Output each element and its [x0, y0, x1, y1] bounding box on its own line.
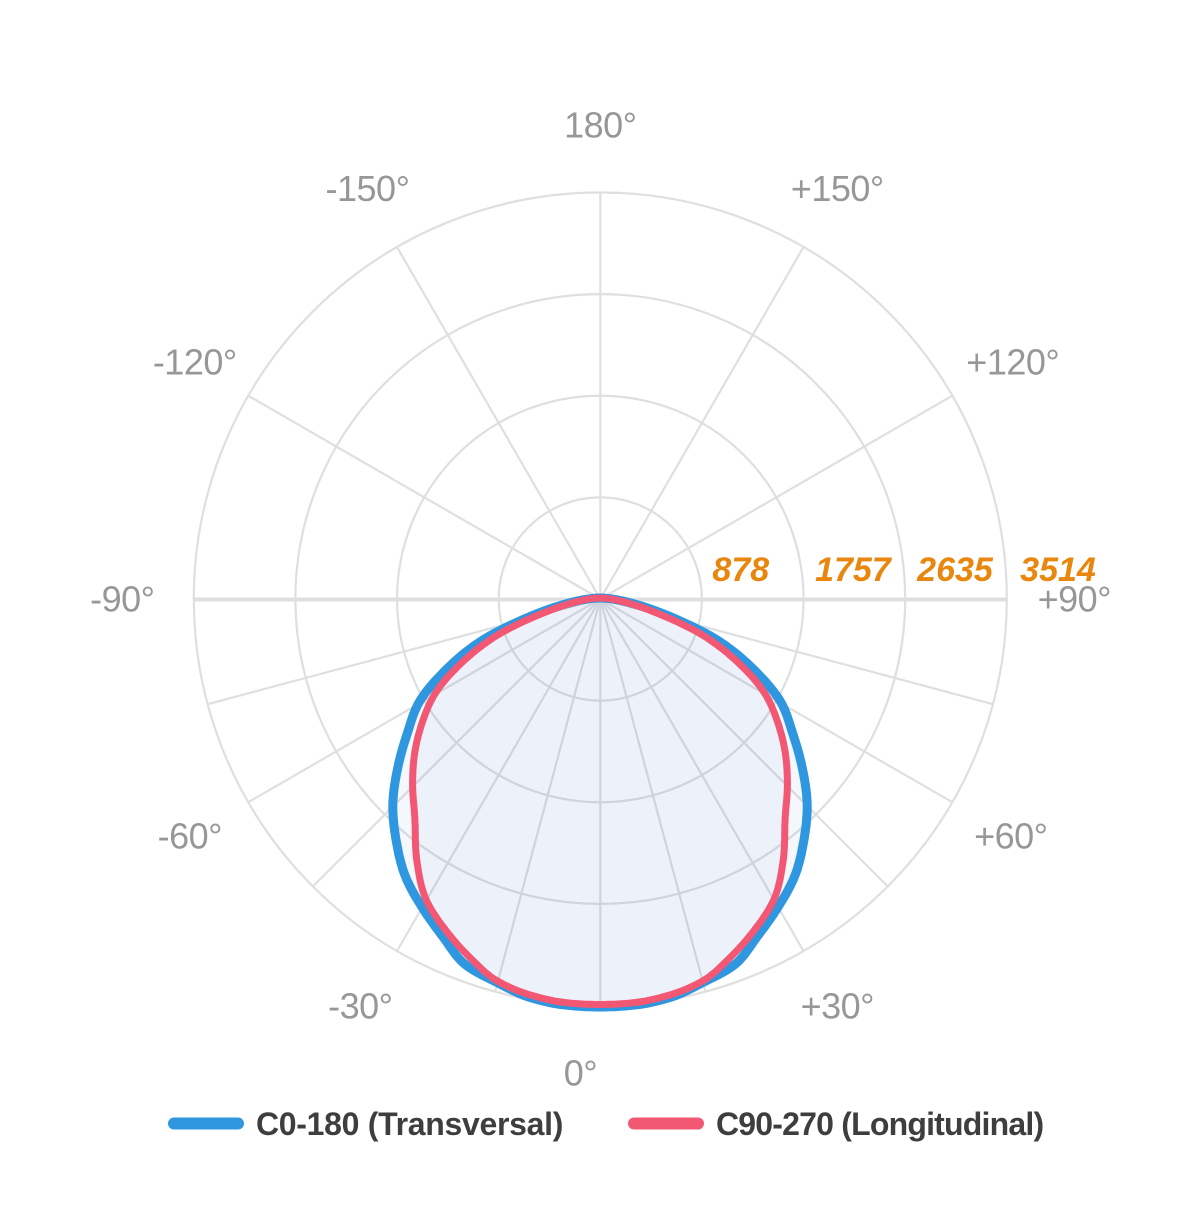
- svg-text:-30°: -30°: [328, 986, 392, 1027]
- svg-text:+150°: +150°: [791, 168, 884, 209]
- svg-text:0°: 0°: [564, 1053, 597, 1094]
- svg-text:-120°: -120°: [153, 342, 237, 383]
- svg-text:+120°: +120°: [966, 342, 1059, 383]
- svg-text:+30°: +30°: [801, 986, 874, 1027]
- svg-text:+60°: +60°: [974, 816, 1047, 857]
- svg-text:878: 878: [712, 551, 769, 589]
- svg-text:C0-180 (Transversal): C0-180 (Transversal): [256, 1106, 563, 1142]
- svg-text:-60°: -60°: [158, 816, 222, 857]
- svg-text:2635: 2635: [916, 551, 994, 589]
- svg-text:C90-270 (Longitudinal): C90-270 (Longitudinal): [716, 1106, 1043, 1142]
- svg-text:-90°: -90°: [90, 579, 154, 620]
- svg-text:+90°: +90°: [1038, 579, 1111, 620]
- svg-text:1757: 1757: [815, 551, 893, 589]
- svg-text:3514: 3514: [1020, 551, 1096, 589]
- svg-text:180°: 180°: [564, 105, 636, 146]
- svg-text:-150°: -150°: [326, 168, 410, 209]
